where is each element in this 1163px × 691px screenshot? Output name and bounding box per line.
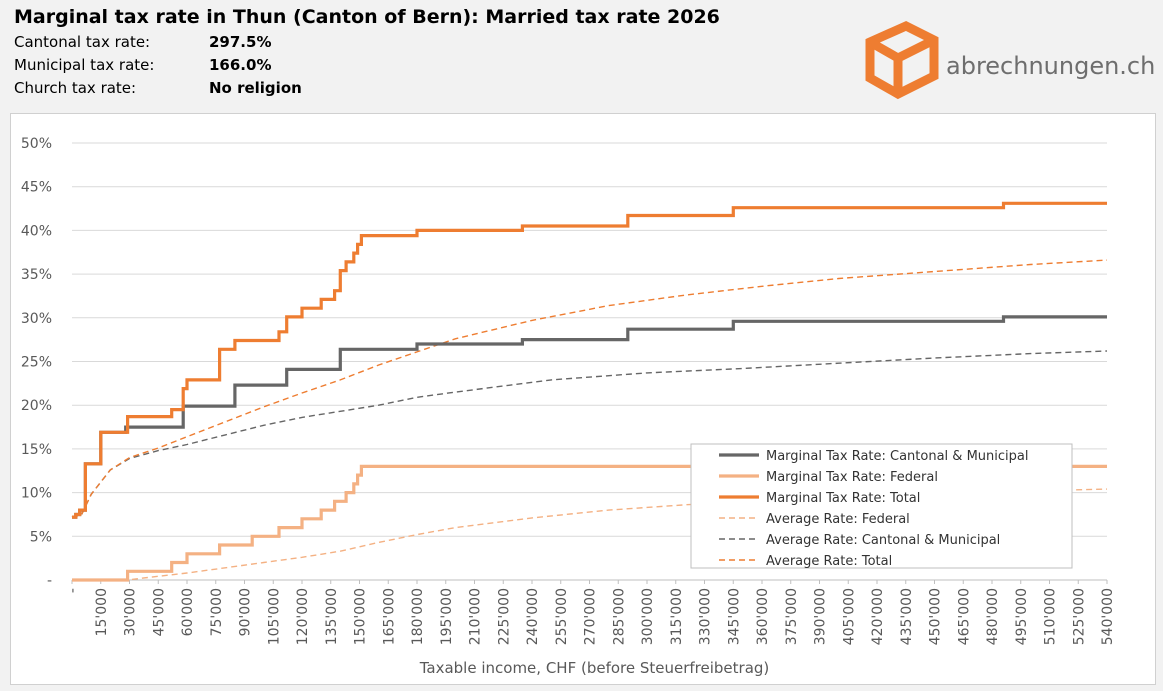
cube-logo-icon	[865, 21, 939, 100]
cantonal-tax-rate-row: Cantonal tax rate: 297.5%	[14, 33, 271, 51]
x-axis-title: Taxable income, CHF (before Steuerfreibe…	[419, 659, 770, 677]
series-line-1	[72, 464, 1107, 582]
x-tick-label: 330'000	[698, 588, 714, 645]
x-tick-label: 420'000	[870, 588, 886, 645]
y-tick-label: 25%	[21, 355, 52, 371]
legend-label: Average Rate: Cantonal & Municipal	[766, 533, 1000, 548]
x-tick-label: 60'000	[180, 588, 196, 636]
logo-text: abrechnungen.ch	[946, 52, 1156, 80]
x-tick-label: 375'000	[784, 588, 800, 645]
y-tick-label: 10%	[21, 486, 52, 502]
x-tick-label: 510'000	[1043, 588, 1059, 645]
x-tick-label: 240'000	[525, 588, 541, 645]
legend: Marginal Tax Rate: Cantonal & Municipal M…	[690, 443, 1073, 569]
church-tax-rate-value: No religion	[209, 79, 302, 97]
municipal-tax-rate-label: Municipal tax rate:	[14, 56, 155, 74]
legend-label: Marginal Tax Rate: Total	[766, 491, 920, 506]
x-tick-label: 30'000	[123, 588, 139, 636]
x-tick-label: 255'000	[554, 588, 570, 645]
y-tick-label: 15%	[21, 442, 52, 458]
x-tick-label: 135'000	[324, 588, 340, 645]
y-tick-label: 40%	[21, 223, 52, 239]
x-tick-label: -	[65, 588, 81, 593]
x-tick-label: 180'000	[410, 588, 426, 645]
x-tick-label: 165'000	[381, 588, 397, 645]
y-tick-label: -	[47, 573, 52, 589]
y-tick-label: 50%	[21, 136, 52, 152]
church-tax-rate-label: Church tax rate:	[14, 79, 137, 97]
x-tick-label: 315'000	[669, 588, 685, 645]
x-tick-label: 120'000	[295, 588, 311, 645]
legend-label: Average Rate: Total	[766, 554, 892, 569]
abrechnungen-logo[interactable]: abrechnungen.ch	[860, 18, 1160, 100]
municipal-tax-rate-row: Municipal tax rate: 166.0%	[14, 56, 271, 74]
legend-label: Marginal Tax Rate: Cantonal & Municipal	[766, 449, 1028, 464]
x-tick-label: 75'000	[209, 588, 225, 636]
x-tick-label: 45'000	[151, 588, 167, 636]
series-line-2	[72, 201, 1107, 519]
x-tick-label: 405'000	[841, 588, 857, 645]
y-tick-label: 45%	[21, 180, 52, 196]
y-tick-label: 30%	[21, 311, 52, 327]
x-tick-label: 525'000	[1071, 588, 1087, 645]
cantonal-tax-rate-value: 297.5%	[209, 33, 272, 51]
x-tick-label: 105'000	[266, 588, 282, 645]
x-tick-label: 495'000	[1014, 588, 1030, 645]
x-tick-label: 285'000	[611, 588, 627, 645]
x-tick-label: 270'000	[583, 588, 599, 645]
x-tick-label: 150'000	[353, 588, 369, 645]
x-tick-label: 390'000	[813, 588, 829, 645]
church-tax-rate-row: Church tax rate: No religion	[14, 79, 302, 97]
y-tick-label: 20%	[21, 398, 52, 414]
y-tick-label: 5%	[30, 529, 52, 545]
cantonal-tax-rate-label: Cantonal tax rate:	[14, 33, 151, 51]
x-tick-label: 480'000	[985, 588, 1001, 645]
x-tick-label: 210'000	[468, 588, 484, 645]
x-tick-label: 225'000	[496, 588, 512, 645]
x-tick-label: 15'000	[94, 588, 110, 636]
series-line-5	[71, 259, 1108, 518]
x-tick-label: 465'000	[956, 588, 972, 645]
x-tick-label: 90'000	[238, 588, 254, 636]
x-tick-label: 435'000	[899, 588, 915, 645]
y-tick-label: 35%	[21, 267, 52, 283]
x-tick-label: 450'000	[928, 588, 944, 645]
x-tick-label: 540'000	[1100, 588, 1116, 645]
legend-label: Average Rate: Federal	[766, 512, 910, 527]
x-tick-label: 360'000	[755, 588, 771, 645]
x-tick-label: 300'000	[640, 588, 656, 645]
x-tick-label: 195'000	[439, 588, 455, 645]
legend-label: Marginal Tax Rate: Federal	[766, 470, 938, 485]
page-title: Marginal tax rate in Thun (Canton of Ber…	[14, 6, 720, 28]
municipal-tax-rate-value: 166.0%	[209, 56, 272, 74]
x-tick-label: 345'000	[726, 588, 742, 645]
legend-box	[690, 443, 1073, 569]
